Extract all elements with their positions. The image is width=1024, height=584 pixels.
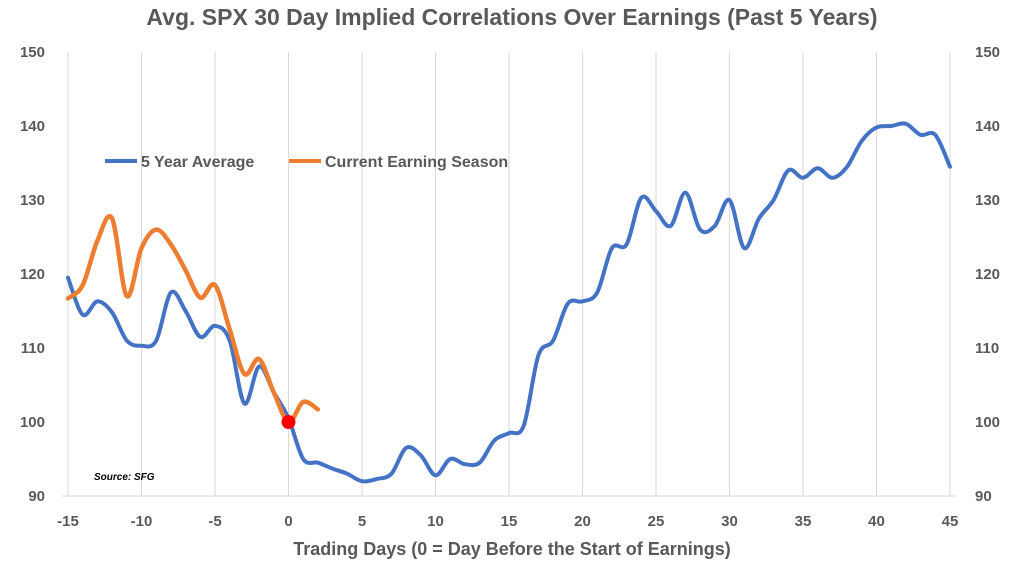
series-line-avg (66, 121, 952, 484)
x-tick-4: 5 (358, 513, 366, 530)
y-tick-left-1: 100 (20, 414, 45, 431)
source-note: Source: SFG (94, 472, 155, 483)
x-tick-6: 15 (501, 513, 518, 530)
y-tick-left-6: 150 (20, 44, 45, 61)
y-tick-right-4: 130 (975, 192, 1000, 209)
series-layer (65, 121, 952, 484)
x-tick-8: 25 (648, 513, 665, 530)
x-tick-2: -5 (208, 513, 221, 530)
y-tick-right-5: 140 (975, 118, 1000, 135)
y-tick-left-2: 110 (21, 340, 45, 357)
legend-label-avg: 5 Year Average (141, 154, 254, 171)
x-axis: -15 -10 -5 0 5 10 15 20 25 30 35 40 45 (57, 513, 958, 530)
chart-title: Avg. SPX 30 Day Implied Correlations Ove… (146, 4, 877, 30)
x-tick-1: -10 (131, 513, 153, 530)
y-tick-right-1: 100 (975, 414, 1000, 431)
y-tick-right-6: 150 (975, 44, 1000, 61)
y-tick-right-2: 110 (975, 340, 999, 357)
y-tick-left-5: 140 (20, 118, 45, 135)
x-tick-11: 40 (868, 513, 885, 530)
highlight-marker (281, 415, 296, 429)
y-tick-right-0: 90 (975, 488, 992, 505)
x-tick-10: 35 (795, 513, 812, 530)
y-tick-left-4: 130 (20, 192, 45, 209)
y-tick-right-3: 120 (975, 266, 1000, 283)
series-line-current (65, 214, 321, 425)
x-tick-12: 45 (942, 513, 959, 530)
grid-lines (62, 52, 956, 497)
legend-label-current: Current Earning Season (325, 154, 508, 171)
y-tick-left-3: 120 (20, 266, 45, 283)
x-tick-3: 0 (284, 513, 292, 530)
legend: 5 Year Average Current Earning Season (105, 154, 508, 171)
x-tick-9: 30 (721, 513, 738, 530)
y-tick-left-0: 90 (28, 488, 45, 505)
x-tick-5: 10 (427, 513, 444, 530)
y-axis-left: 90 100 110 120 130 140 150 (20, 44, 45, 505)
x-tick-7: 20 (574, 513, 591, 530)
x-axis-title: Trading Days (0 = Day Before the Start o… (293, 539, 731, 559)
x-tick-0: -15 (57, 513, 79, 530)
y-axis-right: 90 100 110 120 130 140 150 (975, 44, 1000, 505)
